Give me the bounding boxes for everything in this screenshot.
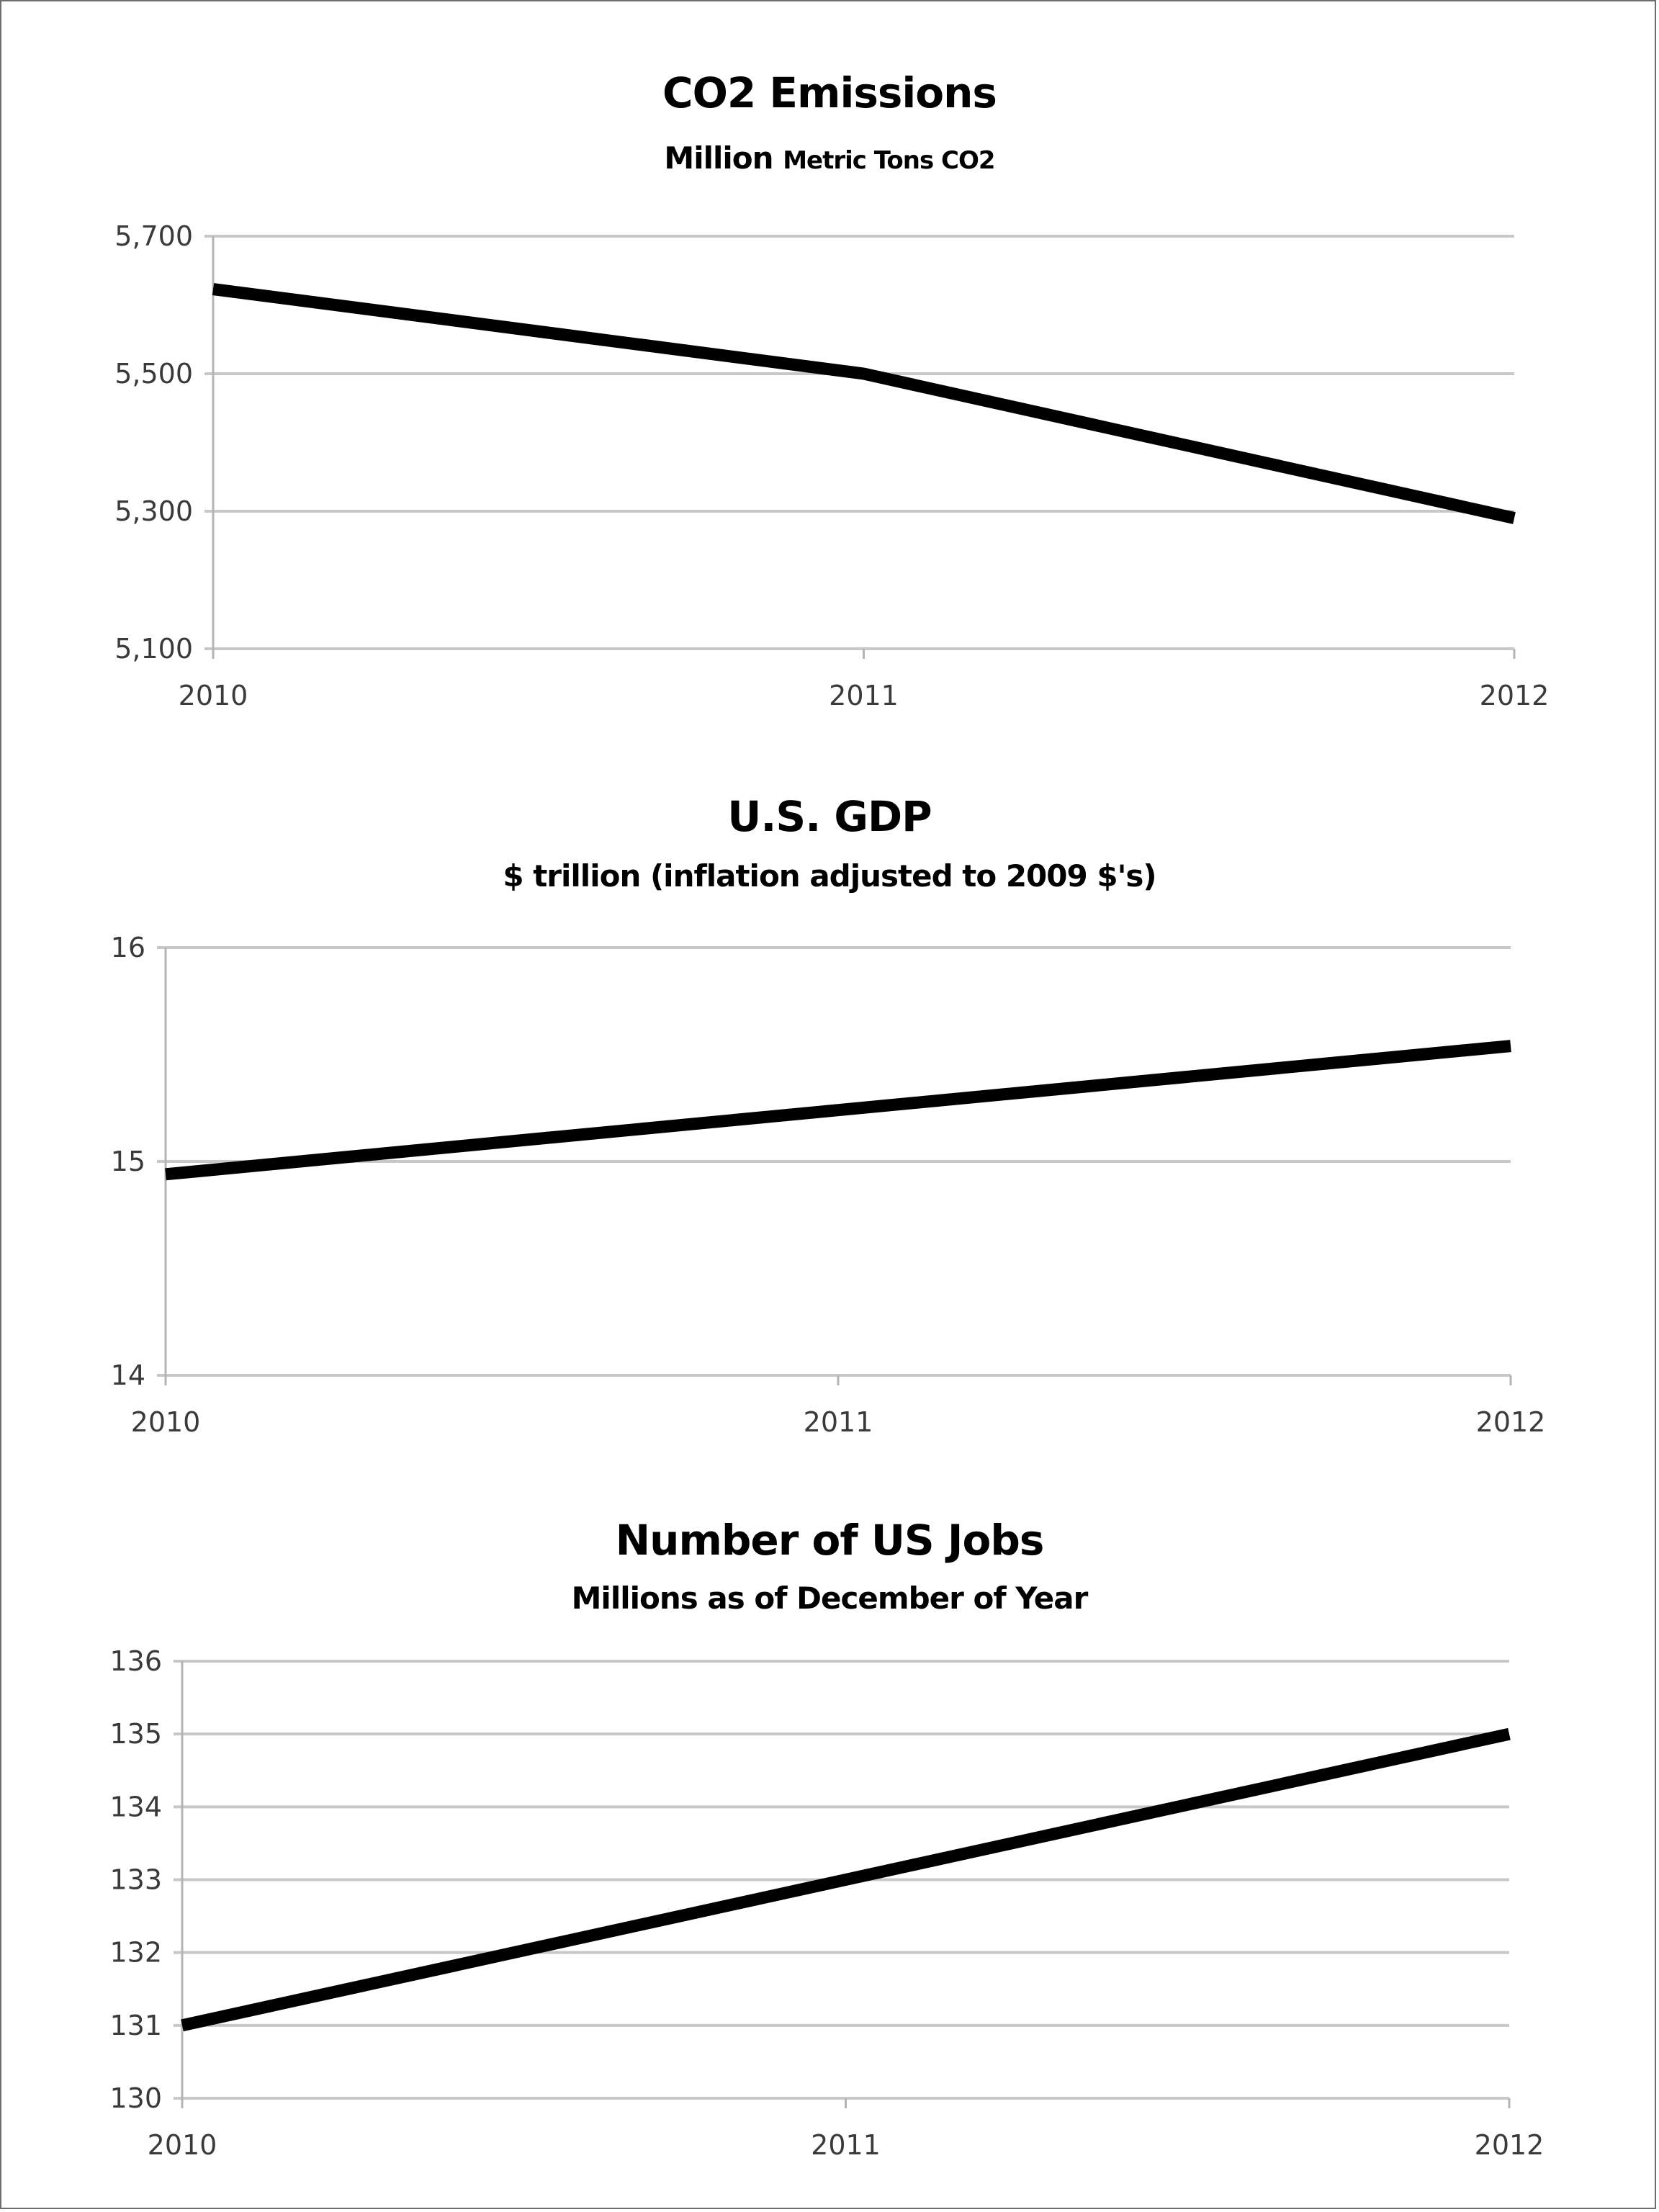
x-tick-label: 2011 bbox=[804, 1406, 873, 1438]
chart-title-jobs: Number of US Jobs bbox=[615, 1516, 1045, 1565]
y-tick-label: 16 bbox=[111, 932, 145, 963]
subtitle-small: Metric Tons CO2 bbox=[783, 146, 995, 175]
gdp-chart: 14 15 16 2010 2011 2012 bbox=[111, 932, 1546, 1438]
co2-chart: 5,100 5,300 5,500 5,700 2010 2011 2012 bbox=[114, 220, 1550, 711]
chart-subtitle-jobs: Millions as of December of Year bbox=[0, 1581, 1659, 1616]
y-tick-label: 5,100 bbox=[114, 633, 193, 665]
y-tick-label: 136 bbox=[109, 1645, 162, 1677]
y-tick-label: 5,300 bbox=[114, 495, 193, 527]
chart-title-co2: CO2 Emissions bbox=[662, 68, 997, 117]
subtitle-main: Million bbox=[664, 140, 773, 176]
x-tick-label: 2012 bbox=[1475, 2129, 1545, 2161]
y-tick-label: 130 bbox=[109, 2082, 162, 2114]
x-tick-label: 2010 bbox=[131, 1406, 201, 1438]
chart-subtitle-co2: Million Metric Tons CO2 bbox=[0, 140, 1659, 176]
y-tick-label: 15 bbox=[111, 1146, 145, 1177]
subtitle-main: Millions as of December of Year bbox=[571, 1581, 1089, 1616]
x-tick-label: 2012 bbox=[1476, 1406, 1546, 1438]
x-tick-label: 2011 bbox=[829, 680, 899, 711]
y-tick-label: 5,700 bbox=[114, 220, 193, 252]
x-tick-label: 2012 bbox=[1480, 680, 1550, 711]
x-tick-label: 2010 bbox=[179, 680, 248, 711]
y-tick-label: 131 bbox=[109, 2010, 162, 2041]
chart-title-gdp: U.S. GDP bbox=[727, 792, 932, 841]
x-tick-label: 2010 bbox=[148, 2129, 217, 2161]
y-tick-label: 134 bbox=[109, 1791, 162, 1822]
y-tick-label: 135 bbox=[109, 1718, 162, 1750]
subtitle-main: $ trillion (inflation adjusted to 2009 $… bbox=[503, 858, 1156, 894]
y-tick-label: 5,500 bbox=[114, 358, 193, 390]
chart-subtitle-gdp: $ trillion (inflation adjusted to 2009 $… bbox=[0, 858, 1659, 894]
x-tick-label: 2011 bbox=[811, 2129, 881, 2161]
y-tick-label: 14 bbox=[111, 1359, 145, 1391]
y-tick-label: 133 bbox=[109, 1864, 162, 1896]
y-tick-label: 132 bbox=[109, 1937, 162, 1969]
